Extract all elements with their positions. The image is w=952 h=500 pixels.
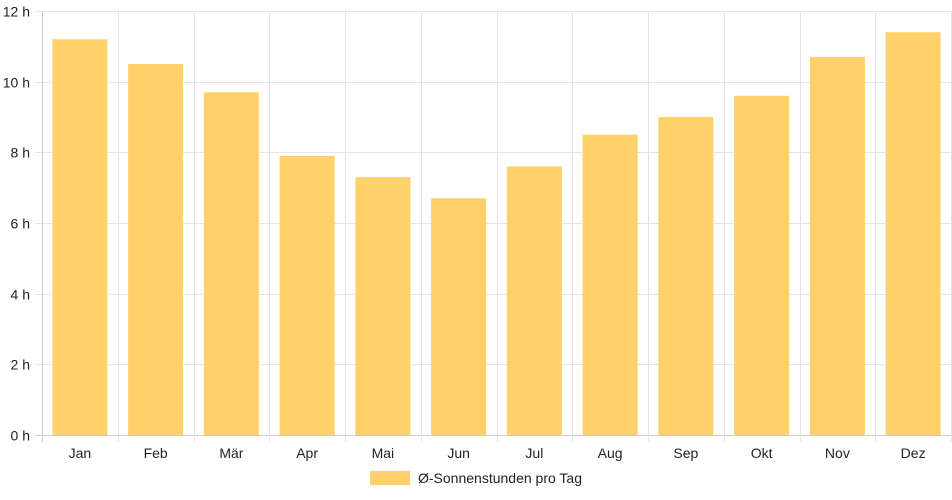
- legend-label: Ø-Sonnenstunden pro Tag: [418, 470, 582, 486]
- bars: [52, 32, 941, 436]
- x-tick-label: Mai: [372, 445, 395, 461]
- x-tick-label: Nov: [825, 445, 850, 461]
- x-tick-label: Sep: [673, 445, 698, 461]
- y-tick-label: 10 h: [3, 75, 30, 91]
- bar-feb[interactable]: [128, 64, 184, 435]
- x-tick-label: Jan: [69, 445, 92, 461]
- y-tick-label: 2 h: [11, 357, 30, 373]
- sunshine-bar-chart: 0 h2 h4 h6 h8 h10 h12 h Jan Feb Mär Apr Mai J…: [3, 4, 952, 461]
- x-tick-label: Feb: [144, 445, 168, 461]
- x-tick-label: Okt: [751, 445, 773, 461]
- y-tick-label: 8 h: [11, 145, 30, 161]
- bar-nov[interactable]: [809, 56, 865, 435]
- bar-aug[interactable]: [582, 134, 638, 435]
- legend-swatch: [370, 471, 410, 485]
- bar-jul[interactable]: [506, 166, 562, 435]
- bar-mär[interactable]: [203, 92, 259, 436]
- x-tick-label: Mär: [219, 445, 243, 461]
- grid: [35, 11, 952, 442]
- bar-okt[interactable]: [734, 95, 790, 436]
- x-tick-label: Dez: [901, 445, 926, 461]
- x-tick-label: Jun: [447, 445, 470, 461]
- x-axis-ticks: Jan Feb Mär Apr Mai Jun Jul Aug Sep Okt Nov Dez: [69, 445, 926, 461]
- bar-jun[interactable]: [431, 198, 487, 435]
- bar-sep[interactable]: [658, 117, 714, 435]
- x-tick-label: Jul: [525, 445, 543, 461]
- y-tick-label: 6 h: [11, 216, 30, 232]
- bar-dez[interactable]: [885, 32, 941, 435]
- bar-mai[interactable]: [355, 177, 411, 436]
- x-tick-label: Aug: [598, 445, 623, 461]
- y-tick-label: 0 h: [11, 428, 30, 444]
- y-tick-label: 12 h: [3, 4, 30, 20]
- y-tick-label: 4 h: [11, 287, 30, 303]
- legend[interactable]: Ø-Sonnenstunden pro Tag: [0, 470, 952, 486]
- bar-apr[interactable]: [279, 155, 335, 435]
- bar-jan[interactable]: [52, 39, 108, 436]
- x-tick-label: Apr: [296, 445, 318, 461]
- y-axis-ticks: 0 h 2 h 4 h 6 h 8 h 10 h 12 h: [3, 4, 30, 444]
